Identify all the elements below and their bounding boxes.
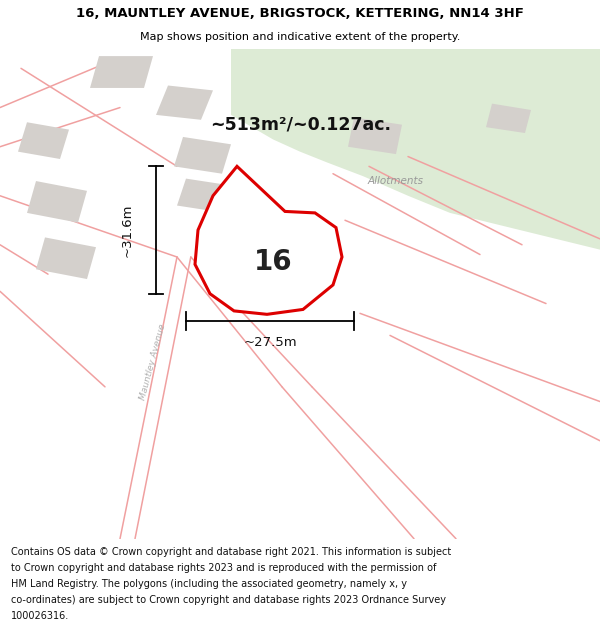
Text: ~513m²/~0.127ac.: ~513m²/~0.127ac.	[210, 116, 391, 134]
Polygon shape	[174, 137, 231, 174]
Polygon shape	[240, 240, 297, 284]
Text: 16: 16	[254, 248, 292, 276]
Polygon shape	[231, 49, 600, 249]
Text: Mauntley Avenue: Mauntley Avenue	[139, 323, 167, 401]
Text: ~31.6m: ~31.6m	[121, 203, 134, 257]
Text: co-ordinates) are subject to Crown copyright and database rights 2023 Ordnance S: co-ordinates) are subject to Crown copyr…	[11, 595, 446, 605]
Polygon shape	[486, 104, 531, 133]
Polygon shape	[195, 166, 342, 314]
Polygon shape	[177, 179, 234, 213]
Text: ~27.5m: ~27.5m	[243, 336, 297, 349]
Polygon shape	[156, 86, 213, 120]
Text: to Crown copyright and database rights 2023 and is reproduced with the permissio: to Crown copyright and database rights 2…	[11, 563, 436, 573]
Polygon shape	[90, 56, 153, 88]
Text: 100026316.: 100026316.	[11, 611, 69, 621]
Polygon shape	[27, 181, 87, 222]
Polygon shape	[36, 238, 96, 279]
Polygon shape	[348, 118, 402, 154]
Polygon shape	[18, 122, 69, 159]
Text: Allotments: Allotments	[368, 176, 424, 186]
Text: HM Land Registry. The polygons (including the associated geometry, namely x, y: HM Land Registry. The polygons (includin…	[11, 579, 407, 589]
Text: Contains OS data © Crown copyright and database right 2021. This information is : Contains OS data © Crown copyright and d…	[11, 548, 451, 558]
Text: Map shows position and indicative extent of the property.: Map shows position and indicative extent…	[140, 32, 460, 42]
Text: 16, MAUNTLEY AVENUE, BRIGSTOCK, KETTERING, NN14 3HF: 16, MAUNTLEY AVENUE, BRIGSTOCK, KETTERIN…	[76, 7, 524, 20]
Polygon shape	[210, 213, 273, 252]
